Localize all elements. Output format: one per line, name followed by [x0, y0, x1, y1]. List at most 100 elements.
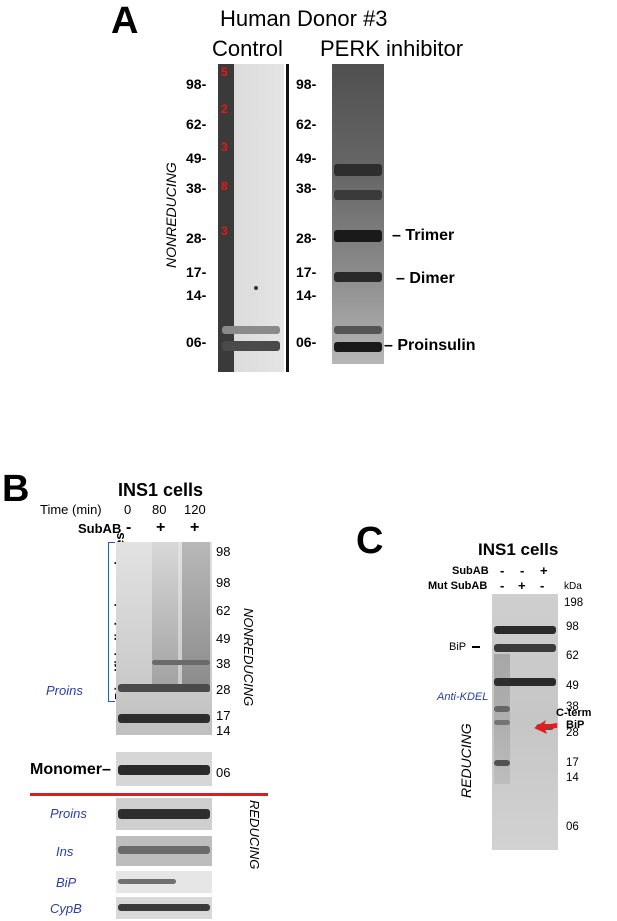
control-band — [222, 326, 280, 334]
blot-b-proins — [116, 798, 212, 830]
blot-b-nonreducing — [116, 542, 212, 735]
ladder-number: 5 — [221, 65, 228, 79]
control-band — [222, 341, 280, 351]
marker-a-right: 38- — [296, 180, 317, 196]
marker-a-left: 06- — [186, 334, 207, 350]
panel-a-title: Human Donor #3 — [220, 6, 388, 31]
time-label: Time (min) — [40, 502, 102, 517]
red-divider — [30, 793, 268, 796]
marker-b: 17 — [216, 708, 231, 723]
reducing-row-label: CypB — [50, 901, 82, 916]
cterm-arrow-icon — [534, 720, 557, 734]
time-value: 80 — [152, 502, 167, 517]
c-band — [494, 760, 510, 766]
cterm-bip-label: BiP — [566, 719, 585, 731]
blot-b-monomer — [116, 752, 212, 786]
subab-value: - — [126, 519, 132, 536]
subab-value: + — [156, 519, 166, 536]
marker-a-right: 28- — [296, 230, 317, 246]
marker-b: 14 — [216, 723, 231, 738]
ladder-number: 8 — [221, 179, 228, 193]
panel-b-letter: B — [2, 468, 30, 510]
marker-c: 98 — [566, 621, 579, 633]
blot-a-divider — [286, 64, 289, 372]
lane-perk-label: PERK inhibitor — [320, 36, 464, 61]
reducing-label-c: REDUCING — [458, 723, 474, 798]
ladder-number: 2 — [221, 102, 228, 116]
proins-band — [118, 809, 210, 819]
blot-b-cypb — [116, 897, 212, 919]
c-band — [494, 706, 510, 712]
perk-band — [334, 190, 382, 200]
control-band — [254, 286, 258, 290]
reducing-label-b: REDUCING — [247, 800, 262, 870]
bip-tick — [472, 646, 480, 648]
subab-label-c: SubAB — [452, 565, 489, 577]
nonreducing-label-a: NONREDUCING — [163, 162, 179, 268]
reducing-row-label: Ins — [56, 844, 74, 859]
ladder-number: 3 — [221, 140, 228, 154]
marker-c: 198 — [564, 597, 584, 609]
marker-b: 62 — [216, 603, 231, 618]
marker-a-left: 38- — [186, 180, 207, 196]
ins-band — [118, 846, 210, 854]
complexes-bracket — [108, 542, 115, 702]
cypb-band — [118, 904, 210, 911]
panel-c-title: INS1 cells — [478, 540, 559, 559]
marker-b: 38 — [216, 656, 231, 671]
blot-a-control: 5 2 3 8 3 — [218, 64, 284, 372]
perk-band-trimer — [334, 230, 382, 242]
nonreducing-label-b: NONREDUCING — [241, 608, 256, 707]
marker-a-right: 98- — [296, 76, 317, 92]
monomer-label: Monomer– — [30, 761, 111, 778]
blot-a-perk — [332, 64, 384, 364]
c-band-bip — [494, 644, 556, 652]
antibody-label: Anti-KDEL — [437, 691, 489, 703]
perk-band — [334, 164, 382, 176]
c-band — [494, 720, 510, 725]
marker-a-left: 98- — [186, 76, 207, 92]
trimer-label: – Trimer — [392, 227, 455, 244]
marker-b: 98 — [216, 544, 231, 559]
lane-control-label: Control — [212, 36, 283, 61]
bip-label-c: BiP — [449, 641, 467, 653]
c-band — [494, 678, 556, 686]
c-lane-smear — [494, 654, 510, 784]
dimer-label: – Dimer — [396, 270, 455, 287]
marker-c: 06 — [566, 821, 579, 833]
bip-band — [118, 879, 176, 884]
cterm-label: C-term — [556, 707, 592, 719]
mut-value: - — [500, 578, 505, 593]
c-band — [494, 626, 556, 634]
marker-a-left: 28- — [186, 230, 207, 246]
b-band — [152, 660, 210, 665]
marker-a-left: 62- — [186, 116, 207, 132]
subab-label-b: SubAB — [78, 521, 122, 536]
ladder-lane — [218, 64, 234, 372]
smear — [152, 542, 178, 692]
panel-c-letter: C — [356, 520, 384, 562]
blot-b-ins — [116, 836, 212, 866]
subab-value: + — [190, 519, 200, 536]
marker-c: 49 — [566, 680, 579, 692]
marker-c: 17 — [566, 757, 579, 769]
reducing-row-label: Proins — [50, 806, 87, 821]
marker-c: 14 — [566, 772, 579, 784]
panel-b-title: INS1 cells — [118, 480, 204, 500]
time-value: 0 — [124, 502, 132, 517]
marker-b: 49 — [216, 631, 231, 646]
marker-a-left: 49- — [186, 150, 207, 166]
b-band — [118, 684, 210, 692]
mut-value: - — [540, 578, 545, 593]
kda-label: kDa — [564, 581, 582, 592]
proinsulin-label: – Proinsulin — [384, 337, 476, 354]
marker-a-right: 49- — [296, 150, 317, 166]
blot-b-bip — [116, 871, 212, 893]
mut-value: + — [518, 578, 526, 593]
marker-a-right: 06- — [296, 334, 317, 350]
perk-band-dimer — [334, 272, 382, 282]
ladder-number: 3 — [221, 224, 228, 238]
marker-a-right: 14- — [296, 287, 317, 303]
marker-b: 98 — [216, 575, 231, 590]
subab-value-c: - — [520, 563, 525, 578]
